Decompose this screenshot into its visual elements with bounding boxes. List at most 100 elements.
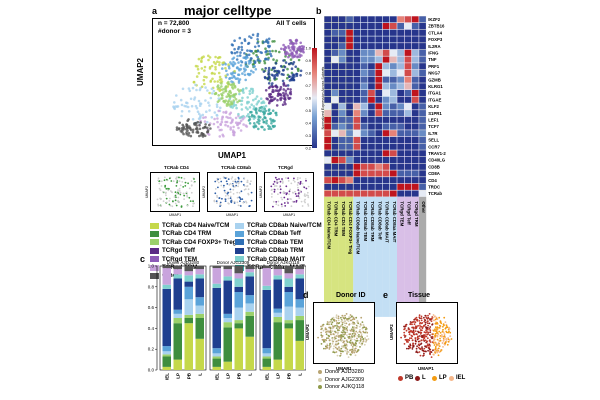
heatmap-cell <box>419 136 426 143</box>
small-umap-point <box>236 201 239 204</box>
umap-point <box>282 81 286 85</box>
umap-point <box>246 49 249 52</box>
heatmap-cell <box>404 123 412 130</box>
donor-umap-point <box>367 338 370 340</box>
tissue-umap-point <box>426 320 429 323</box>
tissue-legend-entry: L <box>415 375 426 381</box>
umap-point <box>180 110 184 113</box>
bar-y-tick-label: 0.2 <box>148 347 155 352</box>
bar-segment <box>262 356 271 359</box>
tissue-umap-point <box>417 346 420 349</box>
heatmap-cell <box>353 16 361 23</box>
heatmap-cell <box>390 110 397 117</box>
small-umap-point <box>179 184 182 187</box>
donor-umap-point <box>332 316 335 319</box>
small-umap-point <box>232 180 234 183</box>
umap-point <box>284 102 287 106</box>
umap-point <box>231 106 234 109</box>
heatmap-cell <box>382 130 390 137</box>
tissue-umap-point <box>419 325 421 327</box>
donor-legend-entry: Donor AJG2309 <box>318 377 364 383</box>
heatmap-cell <box>375 49 383 56</box>
umap-point <box>281 103 285 106</box>
donor-umap-point <box>323 347 325 350</box>
umap-point <box>243 52 246 55</box>
umap-point <box>269 117 272 121</box>
heatmap-cell <box>382 123 390 130</box>
heatmap-cell <box>382 90 390 97</box>
donor-umap-point <box>345 348 348 351</box>
heatmap-cell <box>368 63 375 70</box>
heatmap-cell <box>390 163 397 170</box>
tissue-umap-point <box>425 335 428 338</box>
small-umap-point <box>286 200 289 203</box>
umap-point <box>235 50 239 54</box>
umap-point <box>251 89 255 93</box>
tissue-legend-dot <box>415 375 420 381</box>
umap-point <box>196 110 200 113</box>
tissue-umap-point <box>409 344 412 347</box>
donor-umap-point <box>336 322 338 325</box>
donor-umap-point <box>327 337 330 340</box>
donor-umap-point <box>351 326 354 329</box>
heatmap-cell <box>382 49 390 56</box>
tissue-umap-point <box>439 339 442 342</box>
small-umap-point <box>303 200 306 202</box>
small-umap-point <box>285 177 287 179</box>
small-umap-point <box>159 197 161 200</box>
panel-e-letter: e <box>383 290 389 300</box>
tissue-umap-point <box>411 335 414 338</box>
umap-point <box>209 127 212 130</box>
donor-group-frame <box>209 265 257 371</box>
umap-point <box>201 113 205 117</box>
heatmap-column-label-bg <box>360 196 368 317</box>
umap-point <box>247 41 251 45</box>
donor-umap-point <box>346 351 348 353</box>
umap-point <box>239 129 243 132</box>
small-umap-point <box>219 201 222 204</box>
tissue-umap-point <box>410 337 413 340</box>
umap-point <box>271 118 275 122</box>
small-umap-point <box>231 176 234 179</box>
donor-umap-point <box>346 329 349 332</box>
tissue-umap-point <box>406 338 408 341</box>
donor-umap-point <box>354 347 357 350</box>
bar-segment <box>162 266 171 269</box>
umap-point <box>263 107 266 111</box>
tissue-umap-point <box>447 340 450 343</box>
umap-point <box>273 70 276 73</box>
heatmap-cell <box>390 96 397 103</box>
donor-umap-point <box>326 321 329 323</box>
heatmap-column-label: TCRgd TEM <box>399 201 404 226</box>
umap-point <box>283 48 287 52</box>
small-umap-point <box>304 178 307 180</box>
small-umap-point <box>175 185 178 187</box>
donor-umap-point <box>355 345 358 347</box>
heatmap-gene-label: CD8B <box>428 164 440 169</box>
heatmap-cell <box>368 83 375 90</box>
heatmap-cell <box>346 83 353 90</box>
donor-umap-point <box>351 342 354 345</box>
umap-point <box>180 103 184 107</box>
umap-point <box>209 80 212 83</box>
colorbar-tick-label: 0.7 <box>305 83 311 88</box>
donor-umap-point <box>360 316 363 319</box>
tissue-umap-point <box>411 348 414 350</box>
heatmap-cell <box>397 130 404 137</box>
donor-umap-point <box>324 347 327 350</box>
donor-umap-point <box>358 336 360 338</box>
donor-umap-point <box>360 335 362 338</box>
tissue-umap-point <box>434 342 437 345</box>
small-umap-point <box>276 178 278 181</box>
umap-point <box>218 61 221 64</box>
umap-point <box>202 55 205 58</box>
umap-point <box>222 134 225 138</box>
umap-point <box>210 72 214 75</box>
heatmap-cell <box>346 103 353 110</box>
tissue-points <box>400 313 453 358</box>
umap-point <box>216 56 220 60</box>
bar-y-tick-label: 1.0 <box>148 264 155 269</box>
donor-umap-point <box>331 342 334 345</box>
heatmap-column-label-bg <box>353 196 361 317</box>
small-umap-point <box>178 201 181 204</box>
